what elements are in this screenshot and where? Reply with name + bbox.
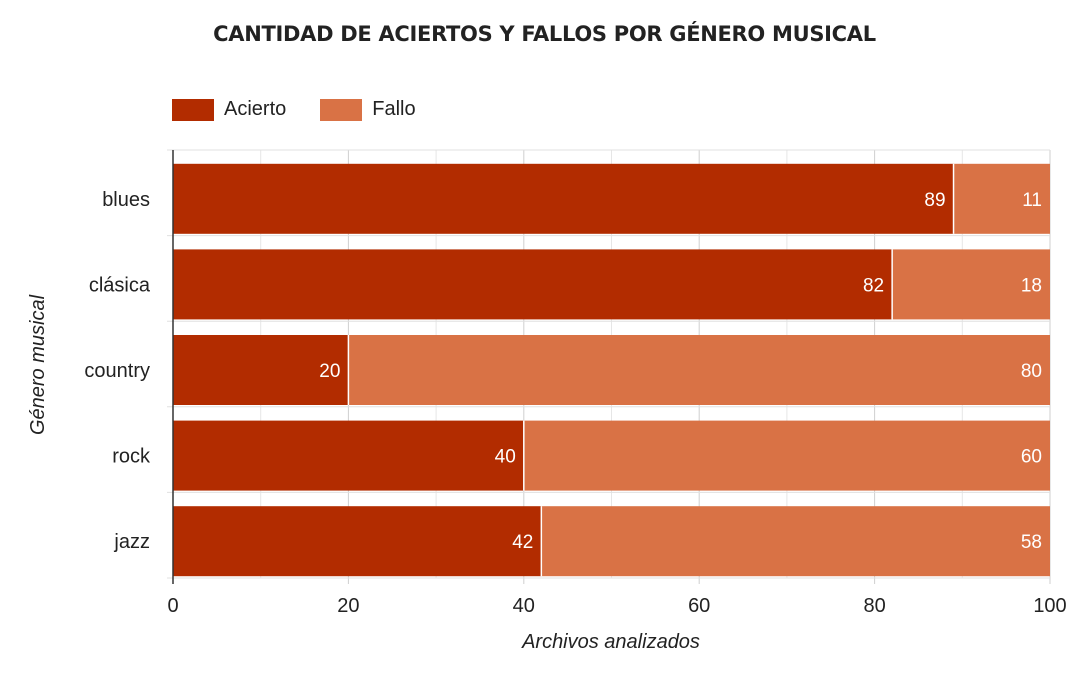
data-label-clásica-acierto: 82 [863, 275, 884, 296]
bar-jazz-acierto [173, 506, 542, 577]
x-tick-label-0: 0 [167, 595, 178, 617]
category-label-rock: rock [112, 446, 151, 468]
bar-jazz-fallo [541, 506, 1050, 577]
legend-swatch-acierto [172, 98, 214, 121]
legend-label-fallo: Fallo [372, 98, 416, 120]
data-label-rock-acierto: 40 [495, 447, 516, 468]
bar-clásica-acierto [173, 249, 893, 320]
data-label-jazz-fallo: 58 [1021, 532, 1042, 553]
data-label-jazz-acierto: 42 [512, 532, 533, 553]
x-tick-label-80: 80 [863, 595, 885, 617]
x-axis-title: Archivos analizados [521, 631, 700, 653]
bar-country-fallo [348, 335, 1050, 405]
data-label-country-acierto: 20 [319, 361, 340, 382]
chart-title: CANTIDAD DE ACIERTOS Y FALLOS POR GÉNERO… [213, 22, 876, 46]
bar-blues-fallo [953, 163, 1050, 234]
category-label-jazz: jazz [113, 531, 150, 553]
bar-clásica-fallo [892, 249, 1050, 320]
data-label-clásica-fallo: 18 [1021, 275, 1042, 296]
legend: Acierto Fallo [172, 98, 450, 121]
y-axis-title: Género musical [27, 294, 49, 435]
bar-country-acierto [173, 335, 349, 405]
bar-rock-acierto [173, 420, 524, 491]
data-label-blues-fallo: 11 [1022, 190, 1042, 211]
legend-label-acierto: Acierto [224, 98, 287, 120]
x-tick-label-40: 40 [513, 595, 535, 617]
category-label-clásica: clásica [89, 274, 151, 296]
legend-item-acierto: Acierto [172, 98, 286, 121]
x-tick-label-60: 60 [688, 595, 710, 617]
x-tick-label-20: 20 [337, 595, 359, 617]
data-label-country-fallo: 80 [1021, 361, 1042, 382]
bar-rock-fallo [523, 420, 1050, 491]
bar-blues-acierto [173, 163, 954, 234]
category-label-blues: blues [102, 189, 150, 211]
data-label-blues-acierto: 89 [924, 190, 945, 211]
bars [173, 163, 1050, 577]
legend-item-fallo: Fallo [320, 98, 416, 121]
category-label-country: country [84, 360, 150, 382]
legend-swatch-fallo [320, 98, 363, 121]
labels: 89 11 blues 82 18 clásica 20 80 country 40 60 rock 4… [84, 189, 1066, 617]
data-label-rock-fallo: 60 [1021, 447, 1042, 468]
x-tick-label-100: 100 [1033, 595, 1066, 617]
